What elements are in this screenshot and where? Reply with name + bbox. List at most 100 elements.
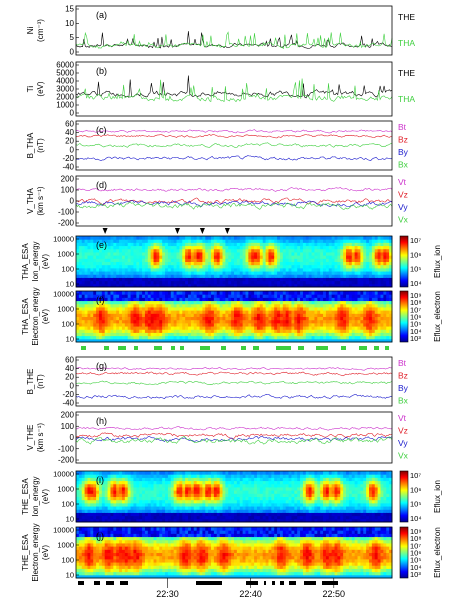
panel-tag-e: (e): [96, 240, 107, 250]
ytick-label-j-2: 100: [61, 556, 74, 565]
ytick-label-i-1: 1000: [57, 485, 74, 494]
legend-c-0: Bt: [398, 122, 407, 132]
green-interval-7: [200, 346, 210, 350]
ytick-label-a-0: 15: [65, 5, 74, 14]
ytick-label-b-0: 6000: [56, 61, 74, 70]
green-interval-13: [316, 346, 328, 350]
ytick-label-d-2: 0: [70, 197, 75, 206]
ytick-label-c-3: 0: [70, 145, 75, 154]
colorbar-tick-ele_the-3: 10⁶: [410, 549, 421, 558]
panel-frame-j: [75, 526, 393, 579]
ylabel-d-0: V_THA: [26, 187, 35, 213]
ylabel-h-0: V_THE: [26, 425, 35, 451]
black-interval-6: [264, 581, 266, 585]
series-h-2: [75, 435, 393, 442]
ytick-label-g-2: 20: [65, 373, 74, 382]
legend-c-1: Bz: [398, 135, 408, 145]
legend-c-3: Bx: [398, 160, 409, 170]
series-d-0: [75, 187, 393, 192]
legend-g-1: Bz: [398, 371, 408, 381]
ytick-label-g-1: 40: [65, 364, 74, 373]
series-c-1: [75, 134, 393, 139]
ylabel-a-0: Ni: [26, 27, 35, 35]
ytick-label-j-0: 10000: [53, 526, 74, 535]
colorbar-tick-ion_tha-0: 10⁷: [410, 236, 421, 245]
ylabel-j-2: (eV): [41, 545, 50, 560]
green-interval-5: [171, 346, 175, 350]
colorbar-tick-ele_the-5: 10⁴: [410, 563, 422, 572]
green-interval-8: [221, 346, 226, 350]
series-c-2: [75, 155, 393, 162]
legend-d-3: Vx: [398, 215, 409, 225]
spectrogram-f: [76, 291, 393, 343]
ytick-label-c-5: -40: [62, 163, 74, 172]
ytick-label-e-0: 10000: [53, 235, 74, 244]
ylabel-i-0: THE_ESA: [21, 478, 30, 515]
ytick-label-i-0: 10000: [53, 470, 74, 479]
ytick-label-h-2: 0: [70, 433, 75, 442]
colorbar-ion_tha: [399, 235, 409, 288]
legend-d-0: Vt: [398, 177, 407, 187]
series-h-0: [76, 426, 392, 431]
legend-b-0: THE: [398, 68, 415, 78]
green-interval-17: [385, 346, 389, 350]
legend-b-1: THA: [398, 94, 415, 104]
series-c-3: [75, 142, 393, 148]
spectrogram-j: [76, 527, 393, 579]
black-interval-9: [289, 581, 296, 585]
green-interval-1: [104, 346, 109, 350]
ytick-label-b-3: 3000: [56, 85, 74, 94]
ytick-label-h-1: 100: [61, 422, 75, 431]
ytick-label-j-3: 10: [66, 571, 74, 580]
ylabel-g-0: B_THE: [26, 369, 35, 395]
series-c-0: [75, 129, 393, 134]
black-interval-4: [196, 581, 222, 585]
series-d-2: [75, 200, 393, 208]
panel-tag-b: (b): [96, 66, 107, 76]
colorbar-label-ele_the: Eflux_electron: [433, 527, 442, 578]
black-interval-3: [120, 581, 128, 585]
green-interval-12: [298, 346, 304, 350]
panel-tag-d: (d): [96, 180, 107, 190]
ylabel-j-1: Electron_energy: [31, 523, 40, 581]
green-interval-0: [81, 346, 86, 350]
colorbar-ion_the: [399, 470, 409, 523]
ytick-label-a-3: 0: [70, 48, 75, 57]
black-interval-7: [272, 581, 275, 585]
colorbar-tick-ion_the-2: 10⁵: [410, 500, 421, 509]
ytick-label-c-1: 40: [65, 128, 74, 137]
event-marker-3: [224, 228, 230, 234]
series-g-2: [75, 393, 392, 399]
ytick-label-h-4: -200: [58, 456, 75, 465]
ylabel-j-0: THE_ESA: [21, 534, 30, 571]
colorbar-tick-ele_the-2: 10⁷: [410, 541, 421, 550]
legend-h-1: Vz: [398, 426, 408, 436]
ylabel-i-1: Ion_energy: [31, 476, 40, 516]
colorbar-tick-ion_tha-2: 10⁵: [410, 265, 421, 274]
colorbar-tick-ele_tha-6: 10³: [410, 334, 421, 343]
series-d-1: [75, 197, 393, 206]
colorbar-tick-ele_the-6: 10³: [410, 570, 421, 579]
ytick-label-f-2: 100: [61, 320, 74, 329]
series-g-0: [76, 367, 393, 371]
ytick-label-h-3: -100: [58, 444, 75, 453]
colorbar-label-ion_the: Eflux_ion: [433, 480, 442, 513]
panel-tag-f: (f): [96, 295, 105, 305]
black-interval-5: [246, 581, 258, 585]
colorbar-tick-ion_tha-1: 10⁶: [410, 250, 421, 259]
ytick-label-i-2: 100: [61, 500, 74, 509]
ytick-label-g-4: -20: [62, 390, 74, 399]
panel-frame-c: [75, 120, 393, 171]
panel-frame-a: [75, 5, 393, 56]
ytick-label-d-4: -200: [58, 219, 75, 228]
ylabel-h-1: (km s⁻¹): [36, 423, 45, 452]
series-h-1: [75, 432, 393, 440]
series-b-1: [75, 78, 393, 103]
colorbar-label-ele_tha: Eflux_electron: [433, 291, 442, 342]
ytick-label-g-0: 60: [65, 356, 74, 365]
ylabel-e-0: THA_ESA: [21, 243, 30, 280]
series-g-1: [75, 371, 393, 377]
panel-frame-d: [75, 175, 393, 227]
ytick-label-c-2: 20: [65, 137, 74, 146]
